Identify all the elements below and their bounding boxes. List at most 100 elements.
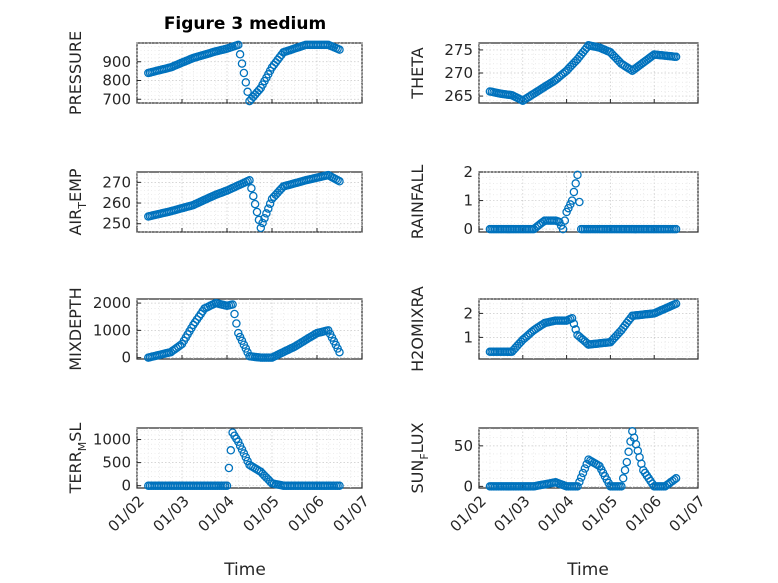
data-point bbox=[560, 216, 570, 225]
y-axis-label: H2OMIXRA bbox=[408, 286, 427, 372]
y-tick-label: 1000 bbox=[93, 321, 131, 339]
data-point bbox=[573, 170, 582, 180]
data-point bbox=[237, 445, 247, 454]
x-tick-label: 01/05 bbox=[578, 492, 621, 535]
data-point bbox=[671, 299, 681, 309]
y-tick-label: 250 bbox=[102, 215, 131, 233]
y-tick-label: 275 bbox=[444, 41, 473, 59]
data-point bbox=[580, 464, 590, 473]
data-point bbox=[245, 176, 254, 185]
x-tick-label: 01/04 bbox=[534, 492, 577, 535]
subplot-rainfall: 0 1 2 RAINFALL bbox=[408, 163, 699, 239]
data-point bbox=[617, 482, 626, 491]
data-point bbox=[575, 477, 584, 487]
series-markers bbox=[485, 170, 681, 234]
data-point bbox=[235, 50, 245, 59]
data-point bbox=[222, 481, 232, 490]
y-axis-label: THETA bbox=[408, 47, 427, 99]
axes-box bbox=[478, 171, 699, 233]
data-point bbox=[618, 474, 628, 483]
data-point bbox=[264, 204, 273, 213]
data-point bbox=[624, 447, 633, 457]
series-markers bbox=[144, 170, 344, 233]
x-tick-label: 01/02 bbox=[105, 492, 148, 535]
y-tick-label: 2 bbox=[463, 163, 473, 181]
y-tick-label: 900 bbox=[102, 53, 131, 71]
y-axis-label: AIRTEMP bbox=[66, 168, 89, 235]
data-point bbox=[622, 457, 632, 467]
data-point bbox=[224, 463, 234, 473]
y-tick-label: 0 bbox=[121, 349, 131, 367]
x-tick-label: 01/06 bbox=[285, 492, 328, 535]
x-tick-label: 01/04 bbox=[195, 492, 238, 535]
data-point bbox=[256, 223, 266, 233]
y-tick-label: 700 bbox=[102, 90, 131, 108]
data-point bbox=[262, 209, 271, 218]
data-point bbox=[620, 465, 630, 475]
series-markers bbox=[485, 299, 681, 357]
data-point bbox=[237, 59, 247, 68]
data-point bbox=[576, 473, 586, 482]
x-tick-label: 01/02 bbox=[447, 492, 490, 535]
x-tick-label: 01/07 bbox=[666, 492, 709, 535]
y-axis-label: SUNFLUX bbox=[408, 422, 431, 493]
data-point bbox=[232, 319, 241, 328]
data-point bbox=[243, 87, 252, 97]
y-axis-label: PRESSURE bbox=[66, 31, 85, 115]
data-point bbox=[258, 218, 267, 228]
data-point bbox=[575, 197, 584, 207]
series-markers bbox=[144, 40, 344, 106]
y-tick-label: 270 bbox=[102, 173, 131, 191]
data-point bbox=[234, 40, 243, 50]
y-tick-label: 800 bbox=[102, 72, 131, 90]
figure-title: Figure 3 medium bbox=[164, 14, 326, 34]
data-point bbox=[237, 336, 247, 346]
x-tick-label: 01/07 bbox=[330, 492, 373, 535]
subplot-theta: 265 270 275 THETA bbox=[408, 41, 699, 105]
x-axis-label-right: Time bbox=[566, 560, 609, 580]
data-point bbox=[569, 319, 579, 329]
subplot-h2omixra: 1 2 H2OMIXRA bbox=[408, 286, 699, 372]
x-tick-label: 01/03 bbox=[150, 492, 193, 535]
data-point bbox=[670, 475, 679, 484]
data-point bbox=[558, 224, 568, 234]
data-point bbox=[335, 177, 344, 186]
y-tick-label: 500 bbox=[102, 454, 131, 472]
y-tick-label: 1000 bbox=[93, 431, 131, 449]
data-point bbox=[234, 437, 243, 447]
data-point bbox=[241, 452, 251, 462]
data-point bbox=[265, 199, 275, 208]
x-tick-label: 01/05 bbox=[240, 492, 283, 535]
y-tick-label: 50 bbox=[454, 437, 473, 455]
data-point bbox=[249, 191, 258, 201]
y-tick-label: 0 bbox=[463, 477, 473, 495]
data-point bbox=[226, 446, 236, 455]
data-point bbox=[260, 213, 269, 223]
y-axis-label: TERRMSL bbox=[66, 423, 89, 495]
subplot-mixdepth: 0 1000 2000 MIXDEPTH bbox=[66, 287, 363, 371]
data-point bbox=[571, 179, 580, 188]
series-markers bbox=[485, 41, 681, 105]
data-point bbox=[569, 187, 579, 197]
series-markers bbox=[485, 426, 681, 491]
y-axis-label: MIXDEPTH bbox=[66, 287, 85, 370]
data-point bbox=[578, 468, 588, 478]
data-point bbox=[241, 78, 251, 87]
series-markers bbox=[144, 298, 344, 362]
x-tick-label: 01/06 bbox=[622, 492, 665, 535]
data-point bbox=[239, 68, 249, 78]
data-point bbox=[241, 344, 251, 353]
y-tick-label: 1 bbox=[463, 328, 473, 346]
y-tick-label: 1 bbox=[463, 192, 473, 210]
data-point bbox=[247, 183, 256, 193]
data-point bbox=[671, 224, 681, 234]
y-tick-label: 260 bbox=[102, 194, 131, 212]
data-point bbox=[671, 474, 681, 483]
data-point bbox=[230, 309, 239, 319]
x-axis-label-left: Time bbox=[223, 560, 266, 580]
y-tick-label: 270 bbox=[444, 64, 473, 82]
y-tick-label: 265 bbox=[444, 87, 473, 105]
